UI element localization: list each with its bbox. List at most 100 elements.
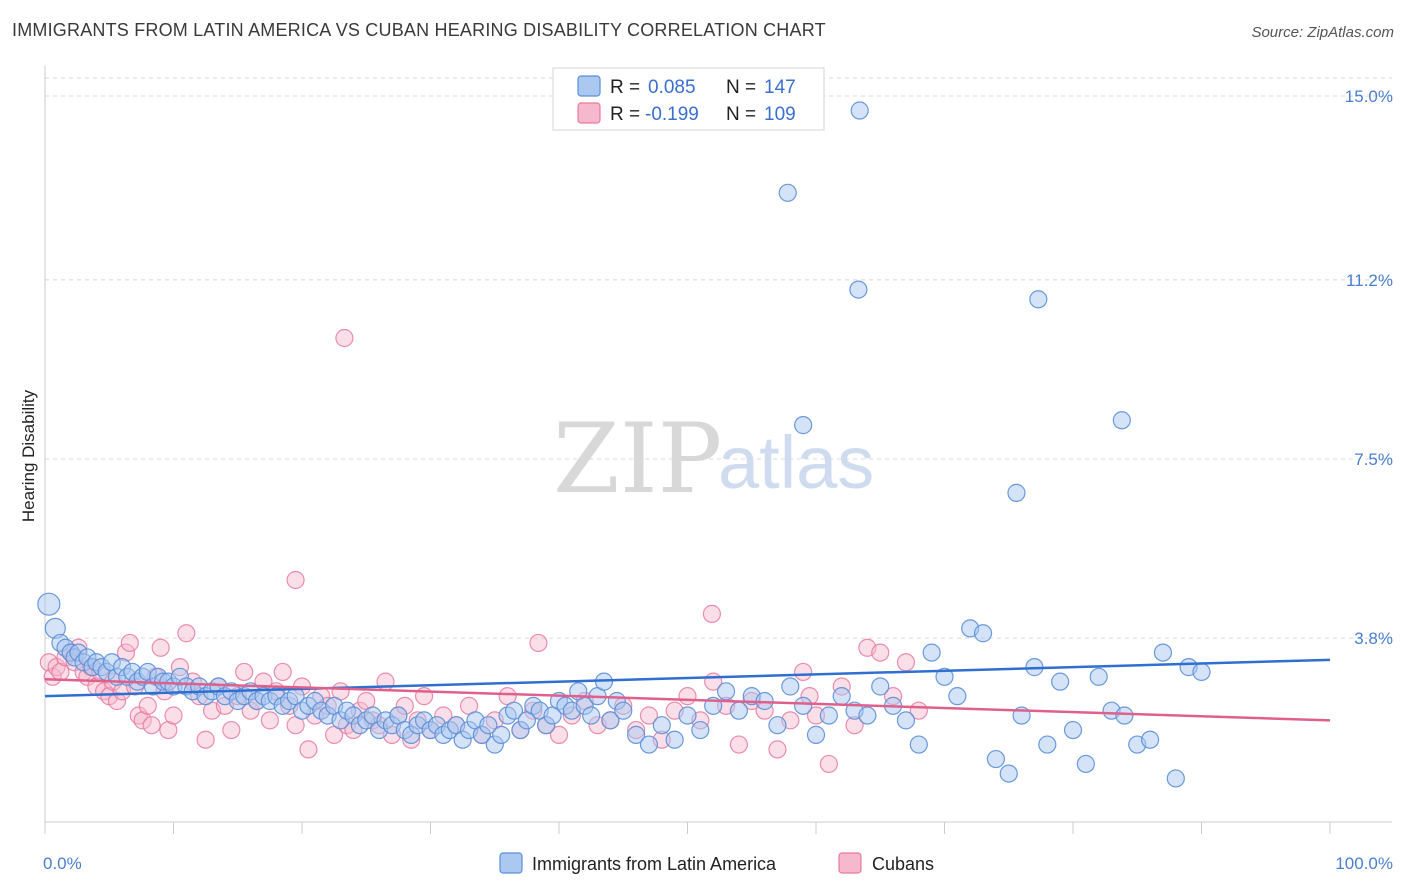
data-point-cubans <box>549 725 569 744</box>
data-point-cubans <box>177 624 196 643</box>
grid-lines <box>45 77 1392 639</box>
data-point-latin-america <box>778 183 797 202</box>
legend-swatch-pink <box>577 102 601 124</box>
data-point-latin-america <box>1153 643 1173 662</box>
data-point-latin-america <box>504 701 524 720</box>
data-point-cubans <box>529 633 548 653</box>
data-point-latin-america <box>986 749 1006 769</box>
y-tick-label: 7.5% <box>1354 450 1393 469</box>
bottom-legend-label-latin-america: Immigrants from Latin America <box>532 854 777 874</box>
bottom-legend-swatch-pink <box>838 852 862 874</box>
legend-n-label-2: N = <box>726 104 756 125</box>
data-point-cubans <box>819 754 838 774</box>
data-point-latin-america <box>948 687 967 706</box>
data-point-latin-america <box>909 735 928 754</box>
x-tick-label: 100.0% <box>1335 854 1393 873</box>
data-point-latin-america <box>1038 735 1057 754</box>
data-point-latin-america <box>729 701 749 720</box>
data-point-latin-america <box>678 706 697 725</box>
data-point-cubans <box>286 570 305 590</box>
data-point-latin-america <box>479 716 498 735</box>
data-point-latin-america <box>794 696 813 715</box>
y-tick-label: 11.2% <box>1346 271 1393 290</box>
data-point-latin-america <box>1166 769 1185 788</box>
data-point-latin-america <box>1140 730 1160 749</box>
data-point-cubans <box>871 643 890 662</box>
data-point-latin-america <box>858 706 877 725</box>
trend-line-latin-america <box>44 658 1331 698</box>
data-point-latin-america <box>1089 667 1108 686</box>
data-point-cubans <box>151 638 170 657</box>
data-point-latin-america <box>832 687 851 706</box>
data-point-cubans <box>164 706 183 725</box>
data-point-cubans <box>639 706 659 725</box>
chart-title: IMMIGRANTS FROM LATIN AMERICA VS CUBAN H… <box>12 20 826 40</box>
data-point-latin-america <box>935 667 954 686</box>
legend-swatch-blue <box>577 75 601 97</box>
data-point-latin-america <box>639 735 659 754</box>
source-label: Source: ZipAtlas.com <box>1251 24 1394 41</box>
data-point-latin-america <box>849 280 868 299</box>
data-point-latin-america <box>691 720 710 740</box>
trend-line-cubans <box>44 677 1331 722</box>
data-point-cubans <box>235 662 254 682</box>
data-point-cubans <box>273 662 292 682</box>
legend-r-value-2: -0.199 <box>645 104 699 125</box>
data-point-latin-america <box>601 711 620 730</box>
bottom-legend-label-cubans: Cubans <box>872 854 934 874</box>
data-point-cubans <box>299 740 318 759</box>
data-point-latin-america <box>37 592 61 616</box>
data-point-latin-america <box>582 706 601 725</box>
data-point-cubans <box>768 740 787 759</box>
y-axis-title: Hearing Disability <box>19 389 38 522</box>
data-point-cubans <box>729 735 749 754</box>
trend-lines <box>44 658 1331 722</box>
data-point-latin-america <box>716 682 736 701</box>
data-point-cubans <box>142 716 161 735</box>
data-point-latin-america <box>614 701 633 720</box>
legend-n-value-1: 147 <box>764 77 796 98</box>
data-point-cubans <box>138 696 157 715</box>
data-point-cubans <box>794 662 813 682</box>
watermark-atlas: atlas <box>718 421 874 504</box>
legend-r-value-1: 0.085 <box>648 77 696 98</box>
data-point-cubans <box>896 653 916 672</box>
data-point-cubans <box>702 604 722 623</box>
data-point-latin-america <box>1076 754 1095 774</box>
legend-r-label-1: R = <box>610 77 640 98</box>
correlation-legend: R = 0.085 N = 147 R = -0.199 N = 109 <box>552 67 825 131</box>
data-point-cubans <box>678 687 697 706</box>
data-point-cubans <box>120 633 139 653</box>
data-point-latin-america <box>1051 672 1070 691</box>
legend-n-label-1: N = <box>726 77 756 98</box>
data-point-latin-america <box>768 716 787 735</box>
data-point-latin-america <box>999 764 1018 783</box>
data-point-latin-america <box>973 624 993 643</box>
data-point-latin-america <box>1063 720 1083 740</box>
y-tick-label: 3.8% <box>1354 629 1393 648</box>
data-point-cubans <box>107 691 127 711</box>
data-point-latin-america <box>806 725 826 744</box>
data-point-latin-america <box>626 725 646 744</box>
x-tick-labels: 0.0% 100.0% <box>43 854 1393 873</box>
data-point-latin-america <box>652 716 671 735</box>
x-tick-label: 0.0% <box>43 854 82 873</box>
bottom-legend-swatch-blue <box>499 852 523 874</box>
data-point-latin-america <box>1115 706 1134 725</box>
data-point-cubans <box>196 730 215 749</box>
data-point-cubans <box>335 328 354 348</box>
data-point-latin-america <box>1112 411 1131 430</box>
data-point-cubans <box>222 720 241 740</box>
data-point-latin-america <box>896 711 916 730</box>
data-point-latin-america <box>492 725 511 744</box>
data-point-cubans <box>260 711 279 730</box>
data-point-latin-america <box>1007 483 1026 502</box>
data-point-latin-america <box>781 677 800 696</box>
y-tick-labels: 3.8% 7.5% 11.2% 15.0% <box>1345 87 1393 648</box>
legend-r-label-2: R = <box>610 104 640 125</box>
series-legend: Immigrants from Latin America Cubans <box>499 852 934 874</box>
legend-n-value-2: 109 <box>764 104 796 125</box>
data-point-latin-america <box>794 416 813 435</box>
data-point-latin-america <box>1029 290 1048 309</box>
